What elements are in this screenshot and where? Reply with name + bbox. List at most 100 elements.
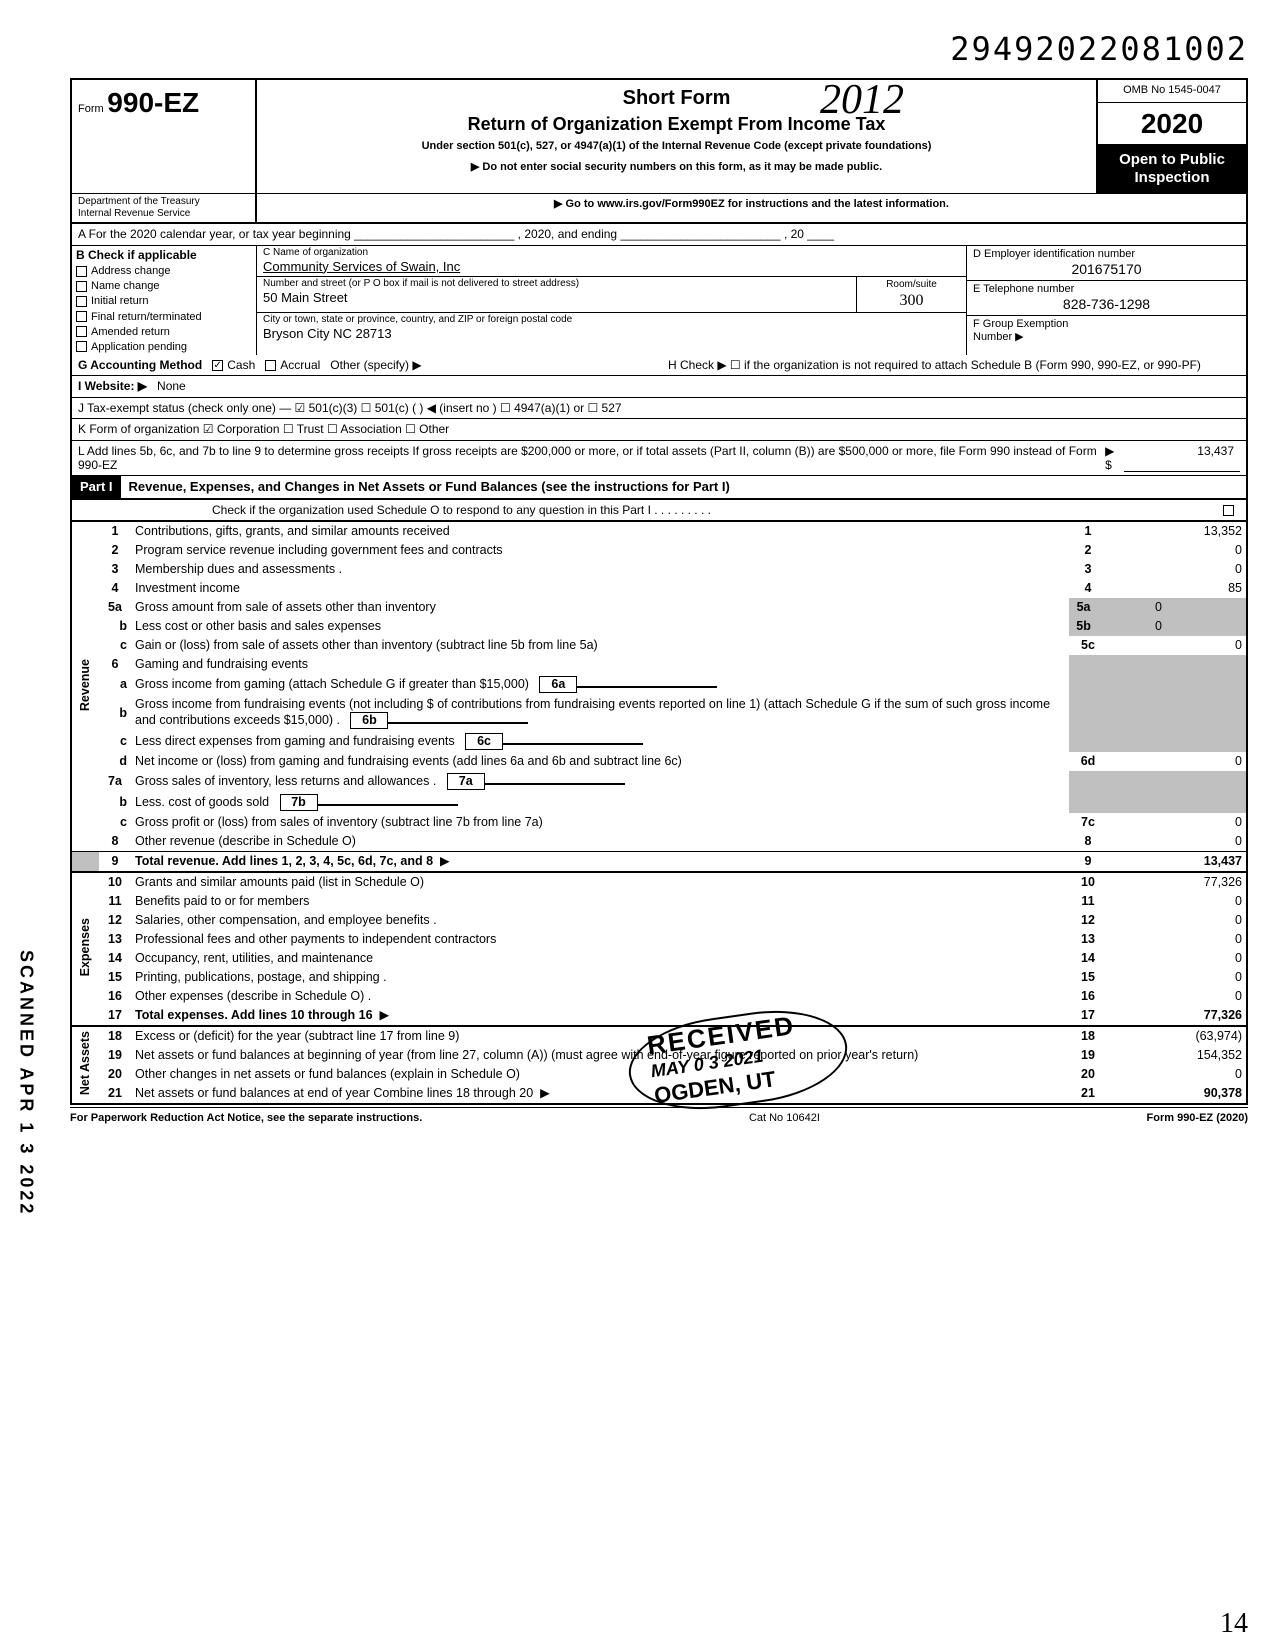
block-bcd: B Check if applicable Address change Nam… [70, 246, 1248, 356]
return-title: Return of Organization Exempt From Incom… [267, 114, 1086, 136]
b-header: B Check if applicable [72, 246, 256, 264]
line-13: Professional fees and other payments to … [131, 930, 1069, 949]
amt-7c: 0 [1107, 813, 1247, 832]
cb-cash[interactable] [212, 360, 223, 371]
part1-label: Part I [72, 476, 121, 498]
footer: For Paperwork Reduction Act Notice, see … [70, 1107, 1248, 1125]
line-21: Net assets or fund balances at end of ye… [135, 1086, 533, 1100]
col-def: D Employer identification number 2016751… [966, 246, 1246, 356]
amt-5c: 0 [1107, 636, 1247, 655]
part1-title: Revenue, Expenses, and Changes in Net As… [121, 476, 1246, 498]
org-street: 50 Main Street [257, 290, 856, 308]
c-addr-label: Number and street (or P O box if mail is… [257, 277, 856, 290]
under-section: Under section 501(c), 527, or 4947(a)(1)… [267, 140, 1086, 153]
mn-7a: 7a [447, 773, 485, 790]
num-3: 3 [1069, 560, 1107, 579]
other-specify: Other (specify) ▶ [330, 358, 421, 372]
num-4: 4 [1069, 579, 1107, 598]
form-ref: Form 990-EZ (2020) [1147, 1112, 1248, 1125]
revenue-label: Revenue [78, 659, 93, 711]
cb-amended[interactable] [76, 326, 87, 337]
ma-6c [503, 743, 643, 745]
num-5c: 5c [1069, 636, 1107, 655]
line-6d: Net income or (loss) from gaming and fun… [131, 752, 1069, 771]
num-21: 21 [1069, 1084, 1107, 1104]
part1-table: Revenue 1 Contributions, gifts, grants, … [70, 522, 1248, 1105]
dept-row: Department of the Treasury Internal Reve… [70, 193, 1248, 224]
cb-final[interactable] [76, 311, 87, 322]
line-11: Benefits paid to or for members [131, 892, 1069, 911]
num-7c: 7c [1069, 813, 1107, 832]
ssn-note: ▶ Do not enter social security numbers o… [267, 161, 1086, 174]
room-label: Room/suite [861, 279, 962, 291]
phone: 828-736-1298 [973, 296, 1240, 313]
line-20: Other changes in net assets or fund bala… [131, 1065, 1069, 1084]
num-16: 16 [1069, 987, 1107, 1006]
mn-5a: 5a [1069, 598, 1098, 617]
cb-accrual[interactable] [265, 360, 276, 371]
row-a-tax-year: A For the 2020 calendar year, or tax yea… [70, 224, 1248, 245]
mn-7b: 7b [280, 794, 318, 811]
line-7a: Gross sales of inventory, less returns a… [135, 774, 436, 788]
handwritten-year: 2012 [820, 75, 904, 125]
line-5b: Less cost or other basis and sales expen… [131, 617, 1069, 636]
num-20: 20 [1069, 1065, 1107, 1084]
opt-address: Address change [91, 265, 171, 277]
mn-5b: 5b [1069, 617, 1098, 636]
ma-7b [318, 804, 458, 806]
num-2: 2 [1069, 541, 1107, 560]
netassets-label: Net Assets [78, 1031, 93, 1095]
amt-4: 85 [1107, 579, 1247, 598]
line-14: Occupancy, rent, utilities, and maintena… [131, 949, 1069, 968]
e-label: E Telephone number [973, 283, 1240, 296]
cb-pending[interactable] [76, 341, 87, 352]
h-text: H Check ▶ ☐ if the organization is not r… [662, 355, 1246, 375]
amt-9: 13,437 [1107, 852, 1247, 873]
scanned-stamp: SCANNED APR 1 3 2022 [15, 950, 37, 1216]
num-10: 10 [1069, 872, 1107, 892]
ln-1: 1 [99, 522, 131, 541]
l-amount: 13,437 [1124, 444, 1240, 473]
num-13: 13 [1069, 930, 1107, 949]
year-bold: 20 [1172, 108, 1203, 139]
amt-14: 0 [1107, 949, 1247, 968]
amt-15: 0 [1107, 968, 1247, 987]
website-val: None [157, 379, 186, 393]
org-name: Community Services of Swain, Inc [257, 259, 966, 277]
line-5a: Gross amount from sale of assets other t… [135, 600, 436, 614]
line-7b: Less. cost of goods sold [135, 795, 269, 809]
cb-initial[interactable] [76, 296, 87, 307]
short-form: Short Form [267, 86, 1086, 110]
num-12: 12 [1069, 911, 1107, 930]
form-prefix: Form [78, 103, 104, 115]
amt-18: (63,974) [1107, 1026, 1247, 1046]
tax-year: 2020 [1098, 103, 1246, 146]
expenses-label: Expenses [78, 918, 93, 976]
line-9: Total revenue. Add lines 1, 2, 3, 4, 5c,… [135, 854, 433, 868]
num-17: 17 [1069, 1006, 1107, 1026]
i-label: I Website: ▶ [78, 379, 147, 393]
col-c: C Name of organization Community Service… [257, 246, 966, 356]
amt-2: 0 [1107, 541, 1247, 560]
room-val: 300 [861, 291, 962, 310]
cb-address-change[interactable] [76, 266, 87, 277]
opt-initial: Initial return [91, 295, 148, 307]
cb-schedule-o[interactable] [1223, 505, 1234, 516]
l-text: L Add lines 5b, 6c, and 7b to line 9 to … [78, 444, 1105, 473]
amt-11: 0 [1107, 892, 1247, 911]
line-1: Contributions, gifts, grants, and simila… [131, 522, 1069, 541]
open-to-public: Open to Public Inspection [1098, 145, 1246, 193]
part1-header-row: Part I Revenue, Expenses, and Changes in… [70, 476, 1248, 500]
ein: 201675170 [973, 261, 1240, 278]
row-l: L Add lines 5b, 6c, and 7b to line 9 to … [70, 441, 1248, 477]
cb-name-change[interactable] [76, 281, 87, 292]
line-19: Net assets or fund balances at beginning… [131, 1046, 1069, 1065]
paperwork-notice: For Paperwork Reduction Act Notice, see … [70, 1112, 422, 1125]
num-9: 9 [1069, 852, 1107, 873]
amt-17: 77,326 [1107, 1006, 1247, 1026]
amt-6d: 0 [1107, 752, 1247, 771]
opt-amended: Amended return [91, 326, 170, 338]
g-label: G Accounting Method [78, 358, 202, 372]
num-18: 18 [1069, 1026, 1107, 1046]
goto-note: ▶ Go to www.irs.gov/Form990EZ for instru… [257, 194, 1246, 222]
